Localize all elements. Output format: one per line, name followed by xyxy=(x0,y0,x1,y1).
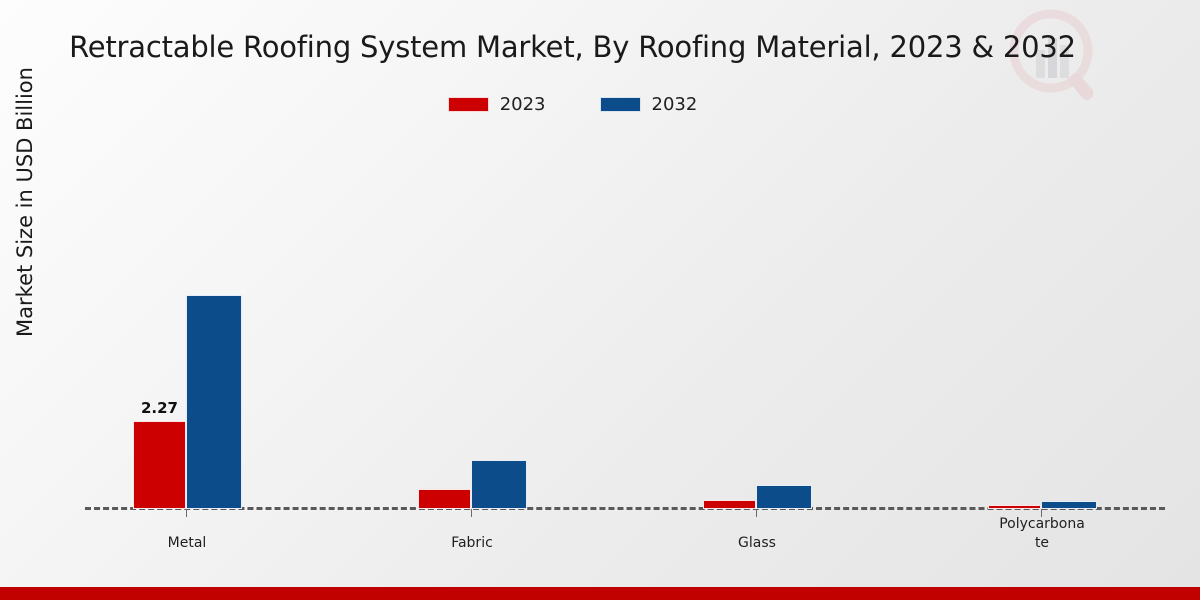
legend-item-2032[interactable]: 2032 xyxy=(599,94,698,115)
x-label-metal: Metal xyxy=(167,535,207,551)
bar-polycarbonate-2023[interactable] xyxy=(988,505,1041,509)
x-tick-glass xyxy=(756,509,757,517)
chart-title: Retractable Roofing System Market, By Ro… xyxy=(69,30,1076,64)
legend-label-2023: 2023 xyxy=(499,94,546,115)
legend-label-2032: 2032 xyxy=(651,94,698,115)
x-label-glass: Glass xyxy=(738,535,776,551)
legend-item-2023[interactable]: 2023 xyxy=(447,94,546,115)
legend-swatch-2032 xyxy=(599,97,641,112)
bar-glass-2032[interactable] xyxy=(756,485,812,509)
x-axis-baseline xyxy=(85,507,1165,510)
x-label-polycarbonate: Polycarbona te xyxy=(999,516,1085,551)
bar-fabric-2023[interactable] xyxy=(418,489,471,509)
bar-value-label-metal-2023: 2.27 xyxy=(140,399,178,417)
bar-metal-2023[interactable] xyxy=(133,421,186,509)
bar-group-fabric: Fabric xyxy=(418,140,575,551)
y-axis-title: Market Size in USD Billion xyxy=(13,67,37,337)
bar-fabric-2032[interactable] xyxy=(471,460,527,509)
x-tick-polycarbonate xyxy=(1041,509,1042,517)
bar-glass-2023[interactable] xyxy=(703,500,756,509)
plot-area: 2.27 Metal Fabric Glass Polycarbona te xyxy=(85,140,1165,551)
legend-swatch-2023 xyxy=(447,97,489,112)
bar-group-glass: Glass xyxy=(703,140,860,551)
bottom-accent-strip xyxy=(0,587,1200,600)
bar-polycarbonate-2032[interactable] xyxy=(1041,501,1097,509)
bar-group-polycarbonate: Polycarbona te xyxy=(988,140,1145,551)
chart-legend: 2023 2032 xyxy=(0,94,1145,115)
bar-group-metal: 2.27 Metal xyxy=(133,140,290,551)
x-tick-fabric xyxy=(471,509,472,517)
bar-metal-2032[interactable] xyxy=(186,295,242,509)
x-label-fabric: Fabric xyxy=(451,535,493,551)
x-tick-metal xyxy=(186,509,187,517)
